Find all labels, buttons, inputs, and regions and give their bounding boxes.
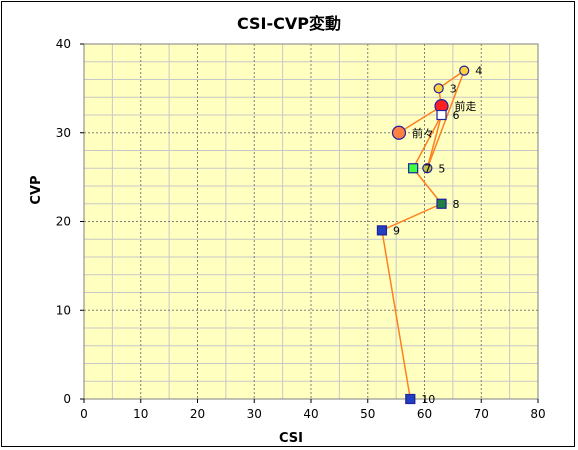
data-labels: 前々 前走 3 4 5 6 7 8 9 10: [393, 65, 482, 406]
point-label: 3: [450, 82, 457, 95]
y-tick-label: 30: [56, 126, 71, 140]
square-marker: [376, 225, 388, 236]
major-gridlines: [84, 44, 538, 399]
y-axis-title: CVP: [29, 175, 44, 204]
square-marker: [408, 163, 419, 174]
y-tick-label: 0: [63, 392, 71, 406]
y-tick-label: 40: [56, 37, 71, 51]
point-label: 10: [421, 393, 435, 406]
data-markers: [376, 65, 470, 405]
x-tick-label: 20: [190, 407, 205, 421]
x-tick-label: 80: [530, 407, 545, 421]
x-tick-label: 50: [360, 407, 375, 421]
trajectory-line: [381, 68, 466, 400]
point-label: 前々: [412, 126, 434, 140]
x-axis-ticks: 0 10 20 30 40 50 60 70 80: [80, 399, 546, 421]
point-label: 8: [453, 198, 460, 211]
x-tick-label: 10: [133, 407, 148, 421]
point-label: 9: [393, 224, 400, 237]
point-label: 前走: [455, 99, 477, 113]
point-label: 5: [438, 162, 445, 175]
point-label: 4: [475, 65, 482, 78]
x-tick-label: 40: [303, 407, 318, 421]
circle-marker: [391, 125, 407, 140]
chart-title: CSI-CVP変動: [237, 14, 341, 33]
square-marker: [436, 109, 447, 121]
point-label: 6: [453, 109, 460, 122]
circle-marker: [422, 163, 433, 174]
y-tick-label: 10: [56, 303, 71, 317]
x-tick-label: 30: [247, 407, 262, 421]
x-tick-label: 60: [417, 407, 432, 421]
circle-marker: [459, 65, 470, 76]
y-tick-label: 20: [56, 215, 71, 229]
circle-marker: [433, 83, 444, 94]
square-marker: [405, 393, 416, 405]
x-tick-label: 0: [80, 407, 88, 421]
x-axis-title: CSI: [279, 431, 303, 446]
point-label: 7: [424, 162, 431, 175]
x-tick-label: 70: [474, 407, 489, 421]
y-axis-ticks: 0 10 20 30 40: [56, 37, 84, 406]
series-line: [381, 68, 466, 400]
square-marker: [436, 198, 447, 209]
